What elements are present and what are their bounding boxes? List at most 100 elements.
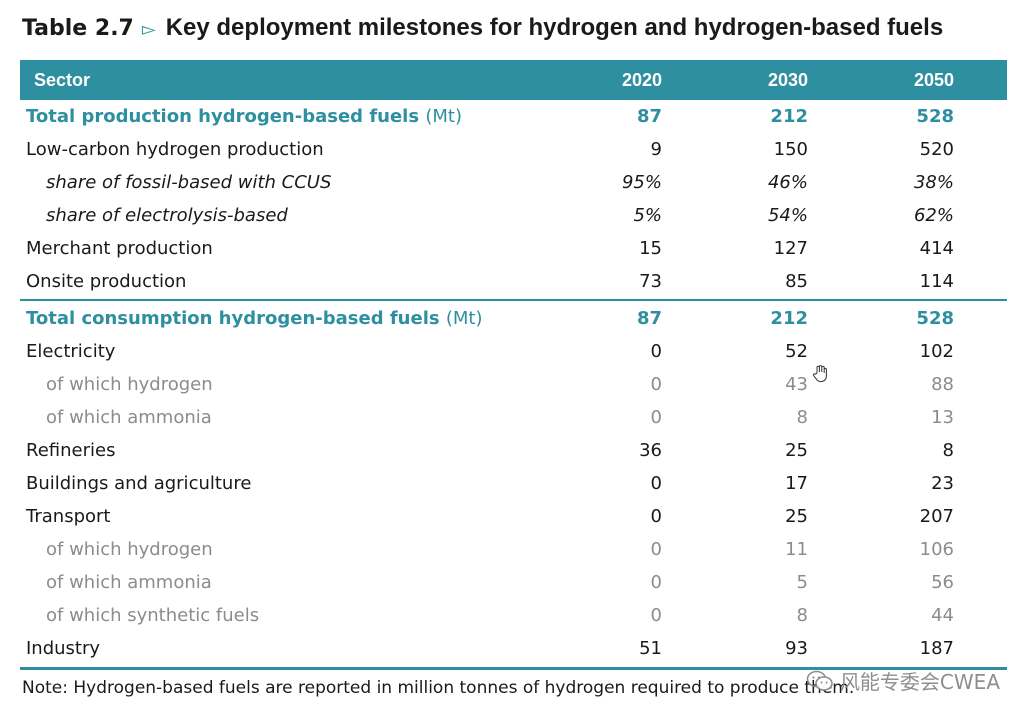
cell-2050: 414 — [919, 238, 954, 259]
row-label: of which ammonia — [46, 572, 212, 593]
cell-2030: 5 — [796, 572, 808, 593]
cell-2020: 0 — [650, 473, 662, 494]
cell-2030: 46% — [767, 172, 808, 193]
row-label: of which hydrogen — [46, 539, 213, 560]
section-divider — [20, 299, 1007, 301]
table-row-merchant: Merchant production 15 127 414 — [20, 232, 1007, 265]
cell-2030: 25 — [785, 506, 808, 527]
cell-2050: 56 — [931, 572, 954, 593]
cell-2050: 114 — [919, 271, 954, 292]
cell-2020: 0 — [650, 539, 662, 560]
triangle-arrow-icon: ▻ — [141, 19, 156, 39]
cell-2030: 212 — [770, 308, 808, 329]
row-label: Onsite production — [26, 271, 187, 292]
cell-2020: 51 — [639, 638, 662, 659]
table-row-onsite: Onsite production 73 85 114 — [20, 265, 1007, 298]
watermark: 风能专委会CWEA — [806, 666, 1000, 695]
table-row-industry: Industry 51 93 187 — [20, 632, 1007, 665]
cell-2050: 187 — [919, 638, 954, 659]
cell-2050: 520 — [919, 139, 954, 160]
row-label: Total production hydrogen-based fuels (M… — [20, 106, 580, 127]
cell-2020: 87 — [636, 308, 662, 329]
hand-cursor-icon — [813, 365, 827, 382]
table-row-total-production: Total production hydrogen-based fuels (M… — [20, 100, 1007, 133]
cell-2030: 85 — [785, 271, 808, 292]
header-sector: Sector — [34, 69, 91, 90]
table-row-trans-ammonia: of which ammonia 0 5 56 — [20, 566, 1007, 599]
cell-2050: 528 — [916, 106, 954, 127]
row-label: Total consumption hydrogen-based fuels (… — [20, 308, 580, 329]
cell-2050: 528 — [916, 308, 954, 329]
cell-2050: 102 — [919, 341, 954, 362]
row-label: Industry — [26, 638, 101, 659]
table-row-electricity: Electricity 0 52 102 — [20, 335, 1007, 368]
row-label: of which hydrogen — [46, 374, 213, 395]
table-row-buildings: Buildings and agriculture 0 17 23 — [20, 467, 1007, 500]
cell-2030: 127 — [773, 238, 808, 259]
table-row-low-carbon: Low-carbon hydrogen production 9 150 520 — [20, 133, 1007, 166]
watermark-text: 风能专委会CWEA — [839, 670, 1000, 694]
cell-2020: 9 — [650, 139, 662, 160]
cell-2020: 73 — [639, 271, 662, 292]
table-row-trans-synthetic: of which synthetic fuels 0 8 44 — [20, 599, 1007, 632]
table-row-fossil-ccus: share of fossil-based with CCUS 95% 46% … — [20, 166, 1007, 199]
cell-2020: 95% — [621, 172, 662, 193]
cell-2020: 87 — [636, 106, 662, 127]
cell-2050: 62% — [913, 205, 954, 226]
table-row-elec-hydrogen: of which hydrogen 0 43 88 — [20, 368, 1007, 401]
cell-2020: 0 — [650, 407, 662, 428]
row-label: Transport — [26, 506, 111, 527]
table-row-transport: Transport 0 25 207 — [20, 500, 1007, 533]
row-label: of which ammonia — [46, 407, 212, 428]
cell-2030: 150 — [773, 139, 808, 160]
table-row-refineries: Refineries 36 25 8 — [20, 434, 1007, 467]
cell-2020: 0 — [650, 506, 662, 527]
table-title-text: Key deployment milestones for hydrogen a… — [165, 14, 944, 41]
table-row-elec-ammonia: of which ammonia 0 8 13 — [20, 401, 1007, 434]
table-title: Table 2.7 ▻ Key deployment milestones for … — [22, 12, 943, 45]
table-note: Note: Hydrogen-based fuels are reported … — [22, 678, 855, 698]
cell-2050: 44 — [931, 605, 954, 626]
row-label: Refineries — [26, 440, 116, 461]
cell-2020: 0 — [650, 605, 662, 626]
table-header: Sector 2020 2030 2050 — [20, 60, 1007, 100]
cell-2050: 106 — [919, 539, 954, 560]
cell-2030: 8 — [796, 605, 808, 626]
table-row-total-consumption: Total consumption hydrogen-based fuels (… — [20, 302, 1007, 335]
cell-2020: 36 — [639, 440, 662, 461]
row-label-text: Total consumption hydrogen-based fuels — [26, 308, 440, 329]
cell-2030: 43 — [785, 374, 808, 395]
row-label: Low-carbon hydrogen production — [26, 139, 324, 160]
unit-label: (Mt) — [425, 106, 462, 127]
cell-2020: 15 — [639, 238, 662, 259]
row-label: share of electrolysis-based — [46, 205, 288, 226]
row-label: Buildings and agriculture — [26, 473, 252, 494]
unit-label: (Mt) — [445, 308, 483, 329]
row-label: share of fossil-based with CCUS — [46, 172, 332, 193]
cell-2030: 93 — [785, 638, 808, 659]
cell-2030: 54% — [767, 205, 808, 226]
cell-2030: 8 — [796, 407, 808, 428]
row-label: Electricity — [26, 341, 116, 362]
header-2020: 2020 — [621, 69, 662, 90]
cell-2030: 25 — [785, 440, 808, 461]
cell-2050: 207 — [919, 506, 954, 527]
cell-2020: 0 — [650, 341, 662, 362]
cell-2020: 5% — [633, 205, 662, 226]
row-label: of which synthetic fuels — [46, 605, 260, 626]
header-2050: 2050 — [913, 69, 954, 90]
cell-2050: 38% — [913, 172, 954, 193]
cell-2030: 11 — [785, 539, 808, 560]
milestones-table: Sector 2020 2030 2050 Total production h… — [20, 60, 1007, 670]
table-bottom-rule — [20, 667, 1007, 670]
header-2030: 2030 — [767, 69, 808, 90]
cell-2050: 23 — [931, 473, 954, 494]
cell-2030: 17 — [785, 473, 808, 494]
row-label: Merchant production — [26, 238, 213, 259]
cell-2030: 212 — [770, 106, 808, 127]
cell-2030: 52 — [785, 341, 808, 362]
wechat-icon — [806, 670, 833, 691]
table-row-electrolysis: share of electrolysis-based 5% 54% 62% — [20, 199, 1007, 232]
cell-2050: 8 — [942, 440, 954, 461]
cell-2050: 13 — [931, 407, 954, 428]
